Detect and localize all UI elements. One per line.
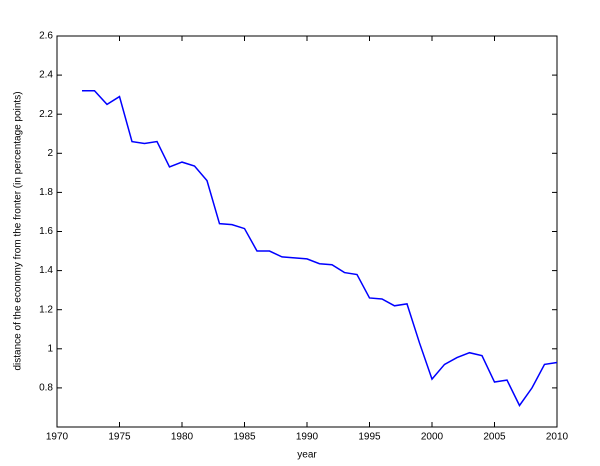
x-tick-label: 1985 — [233, 432, 256, 443]
x-tick-label: 1990 — [296, 432, 319, 443]
data-line — [82, 89, 558, 407]
y-tick-label: 2.4 — [39, 70, 53, 81]
y-axis-label: distance of the economy from the fronter… — [13, 91, 24, 370]
x-tick-label: 1995 — [358, 432, 381, 443]
x-tick-label: 2010 — [546, 432, 569, 443]
y-tick-label: 0.8 — [39, 383, 53, 394]
y-tick-label: 2.2 — [39, 109, 53, 120]
y-tick-label: 2.6 — [39, 31, 53, 42]
y-tick-label: 1.2 — [39, 304, 53, 315]
x-tick-label: 1975 — [108, 432, 131, 443]
y-tick-label: 1.8 — [39, 187, 53, 198]
y-tick-label: 1 — [47, 343, 53, 354]
x-tick-label: 2000 — [421, 432, 444, 443]
y-tick-label: 2 — [47, 148, 53, 159]
plot-frame — [56, 35, 558, 428]
y-tick-label: 1.6 — [39, 226, 53, 237]
x-tick-label: 1970 — [46, 432, 69, 443]
y-tick-label: 1.4 — [39, 265, 53, 276]
x-axis-label: year — [297, 450, 317, 461]
x-tick-label: 1980 — [171, 432, 194, 443]
x-tick-label: 2005 — [483, 432, 506, 443]
